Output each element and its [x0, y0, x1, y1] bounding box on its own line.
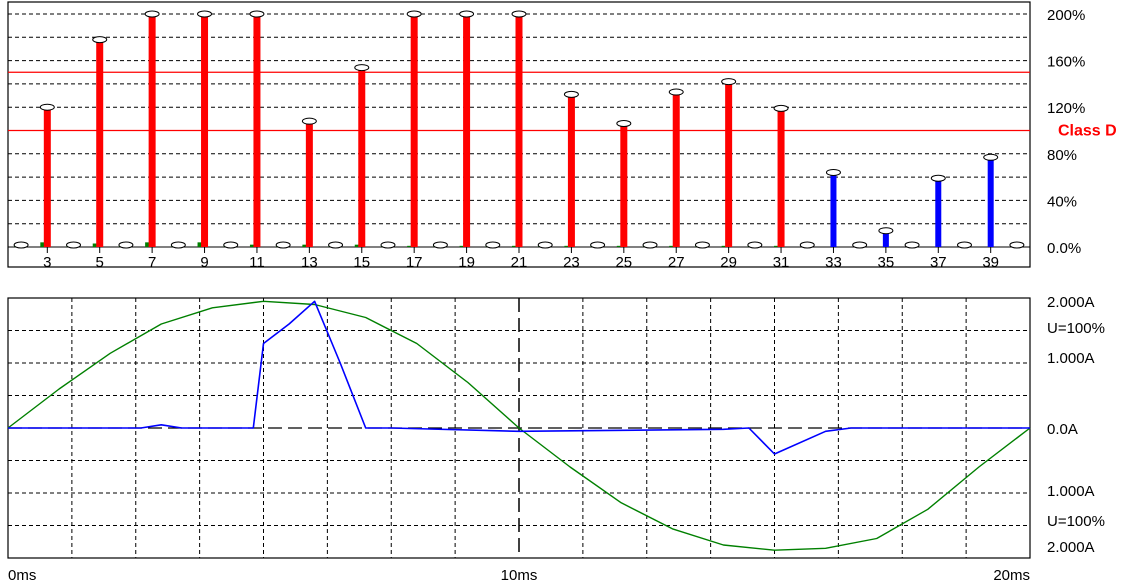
harmonic-32-limit-marker	[799, 241, 815, 249]
waveform-y-label: 1.000A	[1047, 483, 1095, 500]
harmonic-3-bar	[43, 107, 51, 247]
harmonics-y-tick-label: 120%	[1047, 100, 1085, 117]
harmonic-13-limit-marker	[301, 117, 317, 125]
harmonic-25-bar	[620, 123, 628, 247]
harmonic-tick-label: 15	[353, 254, 370, 271]
current-trace	[8, 300, 1030, 455]
harmonic-13-bar	[305, 121, 313, 247]
waveform-y-label: 2.000A	[1047, 539, 1095, 556]
harmonic-35-limit-marker	[878, 227, 894, 235]
harmonic-35-bar	[882, 230, 889, 247]
harmonic-tick-label: 37	[930, 254, 947, 271]
harmonic-33-limit-marker	[825, 168, 841, 176]
harmonic-25-limit-marker	[616, 120, 632, 128]
waveform-y-label: U=100%	[1047, 320, 1105, 337]
waveform-y-label: 1.000A	[1047, 350, 1095, 367]
harmonic-tick-label: 33	[825, 254, 842, 271]
waveform-x-tick-label: 0ms	[8, 567, 36, 584]
harmonic-tick-label: 35	[878, 254, 895, 271]
harmonics-y-tick-label: 40%	[1047, 193, 1077, 210]
harmonics-bar-chart: 3 5 7 9 11 13 15 17 19 21 23 25 27 29 31 33 35 37 390.0%40…	[7, 1, 1117, 271]
harmonic-4-limit-marker	[66, 241, 82, 249]
harmonics-y-tick-label: 0.0%	[1047, 240, 1081, 257]
harmonic-tick-label: 39	[982, 254, 999, 271]
harmonic-30-limit-marker	[747, 241, 763, 249]
harmonic-37-bar	[935, 178, 942, 247]
harmonic-tick-label: 7	[148, 254, 156, 271]
harmonic-39-bar	[987, 157, 994, 247]
harmonic-28-limit-marker	[694, 241, 710, 249]
harmonic-15-bar	[358, 67, 366, 247]
harmonic-26-limit-marker	[642, 241, 658, 249]
harmonic-29-bar	[725, 81, 733, 247]
harmonic-24-limit-marker	[590, 241, 606, 249]
harmonic-tick-label: 19	[458, 254, 475, 271]
harmonic-5-bar	[96, 39, 104, 247]
harmonic-tick-label: 11	[249, 254, 265, 271]
harmonic-18-limit-marker	[432, 241, 448, 249]
harmonic-16-limit-marker	[380, 241, 396, 249]
harmonic-40-limit-marker	[1009, 241, 1025, 249]
harmonic-11-bar	[253, 14, 261, 247]
harmonic-37-limit-marker	[930, 174, 946, 182]
waveform-x-tick-label: 10ms	[501, 567, 538, 584]
harmonic-21-limit-marker	[511, 10, 527, 18]
harmonic-tick-label: 21	[511, 254, 528, 271]
harmonic-tick-label: 27	[668, 254, 685, 271]
waveform-y-label: 0.0A	[1047, 421, 1078, 438]
harmonic-tick-label: 23	[563, 254, 580, 271]
class-label: Class D	[1058, 123, 1117, 140]
harmonics-y-tick-label: 200%	[1047, 7, 1085, 24]
harmonic-2-limit-marker	[13, 241, 29, 249]
voltage-trace	[7, 300, 1031, 551]
harmonic-19-limit-marker	[459, 10, 475, 18]
harmonic-8-limit-marker	[170, 241, 186, 249]
harmonic-22-limit-marker	[537, 241, 553, 249]
harmonic-tick-label: 31	[773, 254, 790, 271]
harmonic-14-limit-marker	[328, 241, 344, 249]
harmonic-tick-label: 17	[406, 254, 423, 271]
harmonics-y-tick-label: 80%	[1047, 147, 1077, 164]
harmonic-5-limit-marker	[92, 36, 108, 44]
harmonic-19-bar	[463, 14, 471, 247]
harmonic-31-limit-marker	[773, 104, 789, 112]
harmonic-15-limit-marker	[354, 64, 370, 72]
harmonic-31-bar	[777, 108, 785, 248]
harmonic-38-limit-marker	[956, 241, 972, 249]
harmonic-6-limit-marker	[118, 241, 134, 249]
harmonics-y-tick-label: 160%	[1047, 54, 1085, 71]
harmonic-17-limit-marker	[406, 10, 422, 18]
harmonic-12-limit-marker	[275, 241, 291, 249]
harmonic-34-limit-marker	[852, 241, 868, 249]
harmonic-tick-label: 3	[43, 254, 51, 271]
harmonic-29-limit-marker	[721, 78, 737, 86]
harmonic-27-limit-marker	[668, 88, 684, 96]
harmonic-23-bar	[567, 94, 575, 247]
harmonic-20-limit-marker	[485, 241, 501, 249]
harmonic-7-limit-marker	[144, 10, 160, 18]
waveform-line-chart: 0ms 10ms 20ms 2.000A U=100% 1.000A 0.0A 1.000A U…	[7, 294, 1105, 584]
harmonic-tick-label: 13	[301, 254, 318, 271]
harmonic-tick-label: 29	[720, 254, 737, 271]
harmonic-9-limit-marker	[197, 10, 213, 18]
harmonic-tick-label: 5	[96, 254, 104, 271]
waveform-y-label: U=100%	[1047, 513, 1105, 530]
harmonic-23-limit-marker	[563, 90, 579, 98]
harmonic-17-bar	[410, 14, 418, 247]
harmonic-tick-label: 25	[615, 254, 632, 271]
harmonic-3-limit-marker	[39, 103, 55, 111]
harmonic-9-bar	[201, 14, 209, 247]
harmonic-11-limit-marker	[249, 10, 265, 18]
harmonic-tick-label: 9	[200, 254, 208, 271]
waveform-x-tick-label: 20ms	[993, 567, 1030, 584]
harmonic-27-bar	[672, 92, 680, 248]
waveform-y-label: 2.000A	[1047, 294, 1095, 311]
harmonic-39-limit-marker	[983, 153, 999, 161]
harmonic-21-bar	[515, 14, 523, 247]
harmonic-36-limit-marker	[904, 241, 920, 249]
harmonic-7-bar	[148, 14, 156, 247]
harmonic-33-bar	[830, 172, 837, 247]
harmonic-10-limit-marker	[223, 241, 239, 249]
